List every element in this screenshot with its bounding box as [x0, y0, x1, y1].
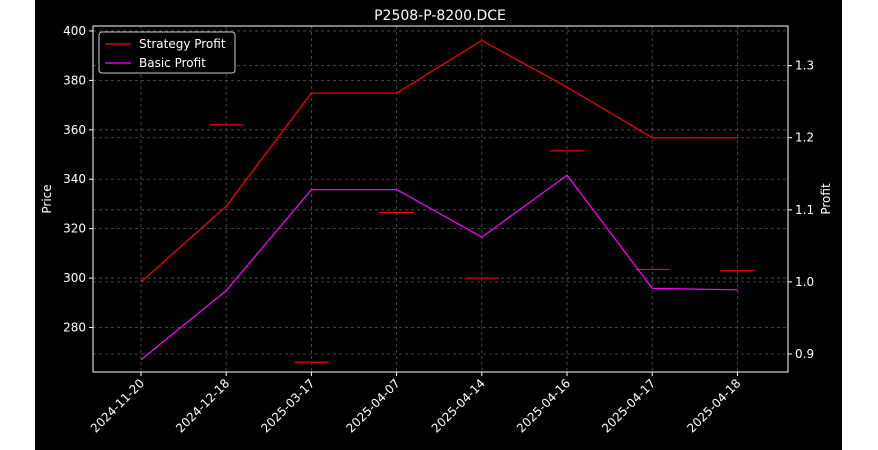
- x-axis-tick-label: 2024-11-20: [88, 376, 147, 435]
- x-axis-tick-label: 2025-04-18: [684, 376, 743, 435]
- right-axis-tick-label: 0.9: [795, 347, 814, 361]
- series-lines: [140, 39, 738, 361]
- right-y-axis: 0.9 1.0 1.1 1.2 1.3: [788, 59, 814, 361]
- x-axis-tick-label: 2025-04-14: [429, 376, 488, 435]
- right-y-axis-label: Profit: [819, 183, 833, 215]
- chart-svg: P2508-P-8200.DCE 280 300 320 340 360 380 400 0…: [40, 8, 833, 435]
- grid-lines: [93, 26, 788, 372]
- x-axis-tick-label: 2025-03-17: [258, 376, 317, 435]
- legend-box: [98, 31, 236, 74]
- right-axis-tick-label: 1.3: [795, 59, 814, 73]
- left-axis-tick-label: 360: [63, 123, 86, 137]
- legend-label: Strategy Profit: [139, 37, 226, 51]
- right-axis-tick-label: 1.0: [795, 275, 814, 289]
- series-line-strategy-profit: [140, 39, 738, 283]
- right-axis-tick-label: 1.2: [795, 131, 814, 145]
- left-y-axis-label: Price: [40, 184, 54, 213]
- chart-figure: P2508-P-8200.DCE 280 300 320 340 360 380 400 0…: [35, 0, 842, 450]
- x-axis-tick-label: 2024-12-18: [173, 376, 232, 435]
- right-axis-tick-label: 1.1: [795, 203, 814, 217]
- legend: Strategy Profit Basic Profit: [98, 31, 236, 74]
- x-axis-tick-label: 2025-04-16: [514, 376, 573, 435]
- chart-title: P2508-P-8200.DCE: [374, 8, 506, 24]
- left-axis-tick-label: 400: [63, 24, 86, 38]
- left-axis-tick-label: 320: [63, 222, 86, 236]
- left-axis-tick-label: 340: [63, 172, 86, 186]
- left-axis-tick-label: 280: [63, 321, 86, 335]
- plot-area-frame: [92, 25, 789, 373]
- series-line-basic-profit: [140, 174, 738, 361]
- left-axis-tick-label: 300: [63, 271, 86, 285]
- x-axis-tick-label: 2025-04-07: [344, 376, 403, 435]
- legend-label: Basic Profit: [139, 56, 206, 70]
- x-axis-tick-label: 2025-04-17: [599, 376, 658, 435]
- left-y-axis: 280 300 320 340 360 380 400: [63, 24, 93, 335]
- price-markers: [209, 124, 755, 363]
- x-axis: 2024-11-20 2024-12-18 2025-03-17 2025-04-07…: [88, 372, 744, 435]
- left-axis-tick-label: 380: [63, 73, 86, 87]
